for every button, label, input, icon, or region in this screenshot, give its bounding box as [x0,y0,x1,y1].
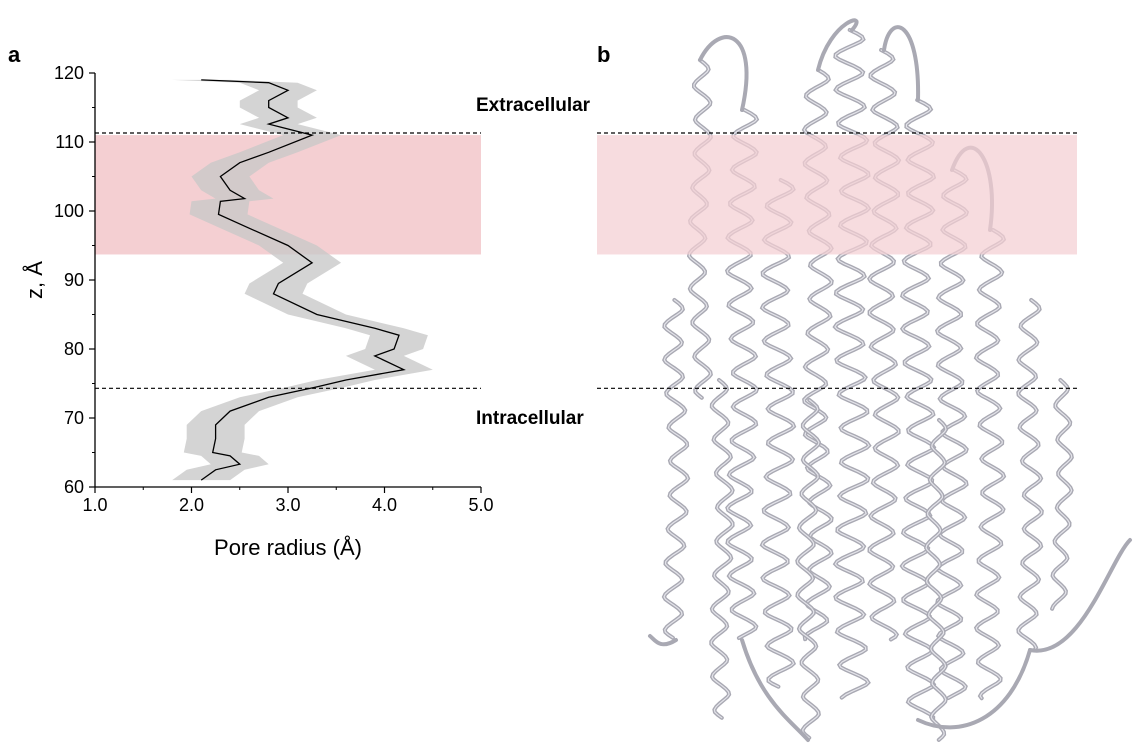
x-tick-label: 2.0 [179,495,204,515]
pore-radius-chart: 60 70 80 90 100 110 120 1.0 2.0 3.0 4.0 5.0 Pore ra… [22,63,494,560]
confidence-band [172,79,433,481]
y-tick-label: 80 [64,339,84,359]
y-tick-label: 120 [54,63,84,83]
helix-highlight-10 [663,299,689,639]
loop-7 [648,634,678,647]
helix-8 [973,228,1007,701]
y-tick-label: 90 [64,270,84,290]
y-tick-label: 100 [54,201,84,221]
helix-highlight-9 [1017,299,1043,651]
helix-highlight-8 [975,229,1005,699]
y-tick-label: 70 [64,408,84,428]
helix-highlight-14 [925,419,947,741]
y-tick-label: 110 [55,132,84,152]
x-tick-label: 4.0 [372,495,397,515]
x-tick-label: 5.0 [468,495,493,515]
panel-letter-b: b [597,42,610,67]
helix-highlight-11 [710,379,734,719]
membrane-band-structure [597,135,1077,255]
panel-letter-a: a [8,42,21,67]
loop-5 [1028,538,1132,653]
x-tick-label: 3.0 [275,495,300,515]
x-tick-label: 1.0 [82,495,107,515]
loop-6 [916,648,1032,730]
loop-0 [698,35,749,112]
loop-1 [816,18,859,72]
protein-ribbon [648,18,1132,742]
tick-labels: 60 70 80 90 100 110 120 1.0 2.0 3.0 4.0 5.0 [54,63,494,515]
x-axis-title: Pore radius (Å) [214,535,362,560]
y-tick-label: 60 [64,477,84,497]
helix-highlight-12 [1051,379,1073,610]
protein-structure [648,18,1132,742]
intracellular-label: Intracellular [476,408,584,429]
helix-highlight-2 [761,179,795,688]
y-axis-title: z, Å [22,261,47,299]
loop-2 [882,25,921,102]
helix-14 [923,418,949,742]
loop-4 [740,638,810,742]
mean-pore-radius-line [200,79,406,481]
membrane-boundary-lines [95,132,1077,389]
extracellular-label: Extracellular [476,95,591,116]
axes [89,72,482,493]
helix-10 [661,298,691,640]
helix-highlight-13 [796,399,820,739]
